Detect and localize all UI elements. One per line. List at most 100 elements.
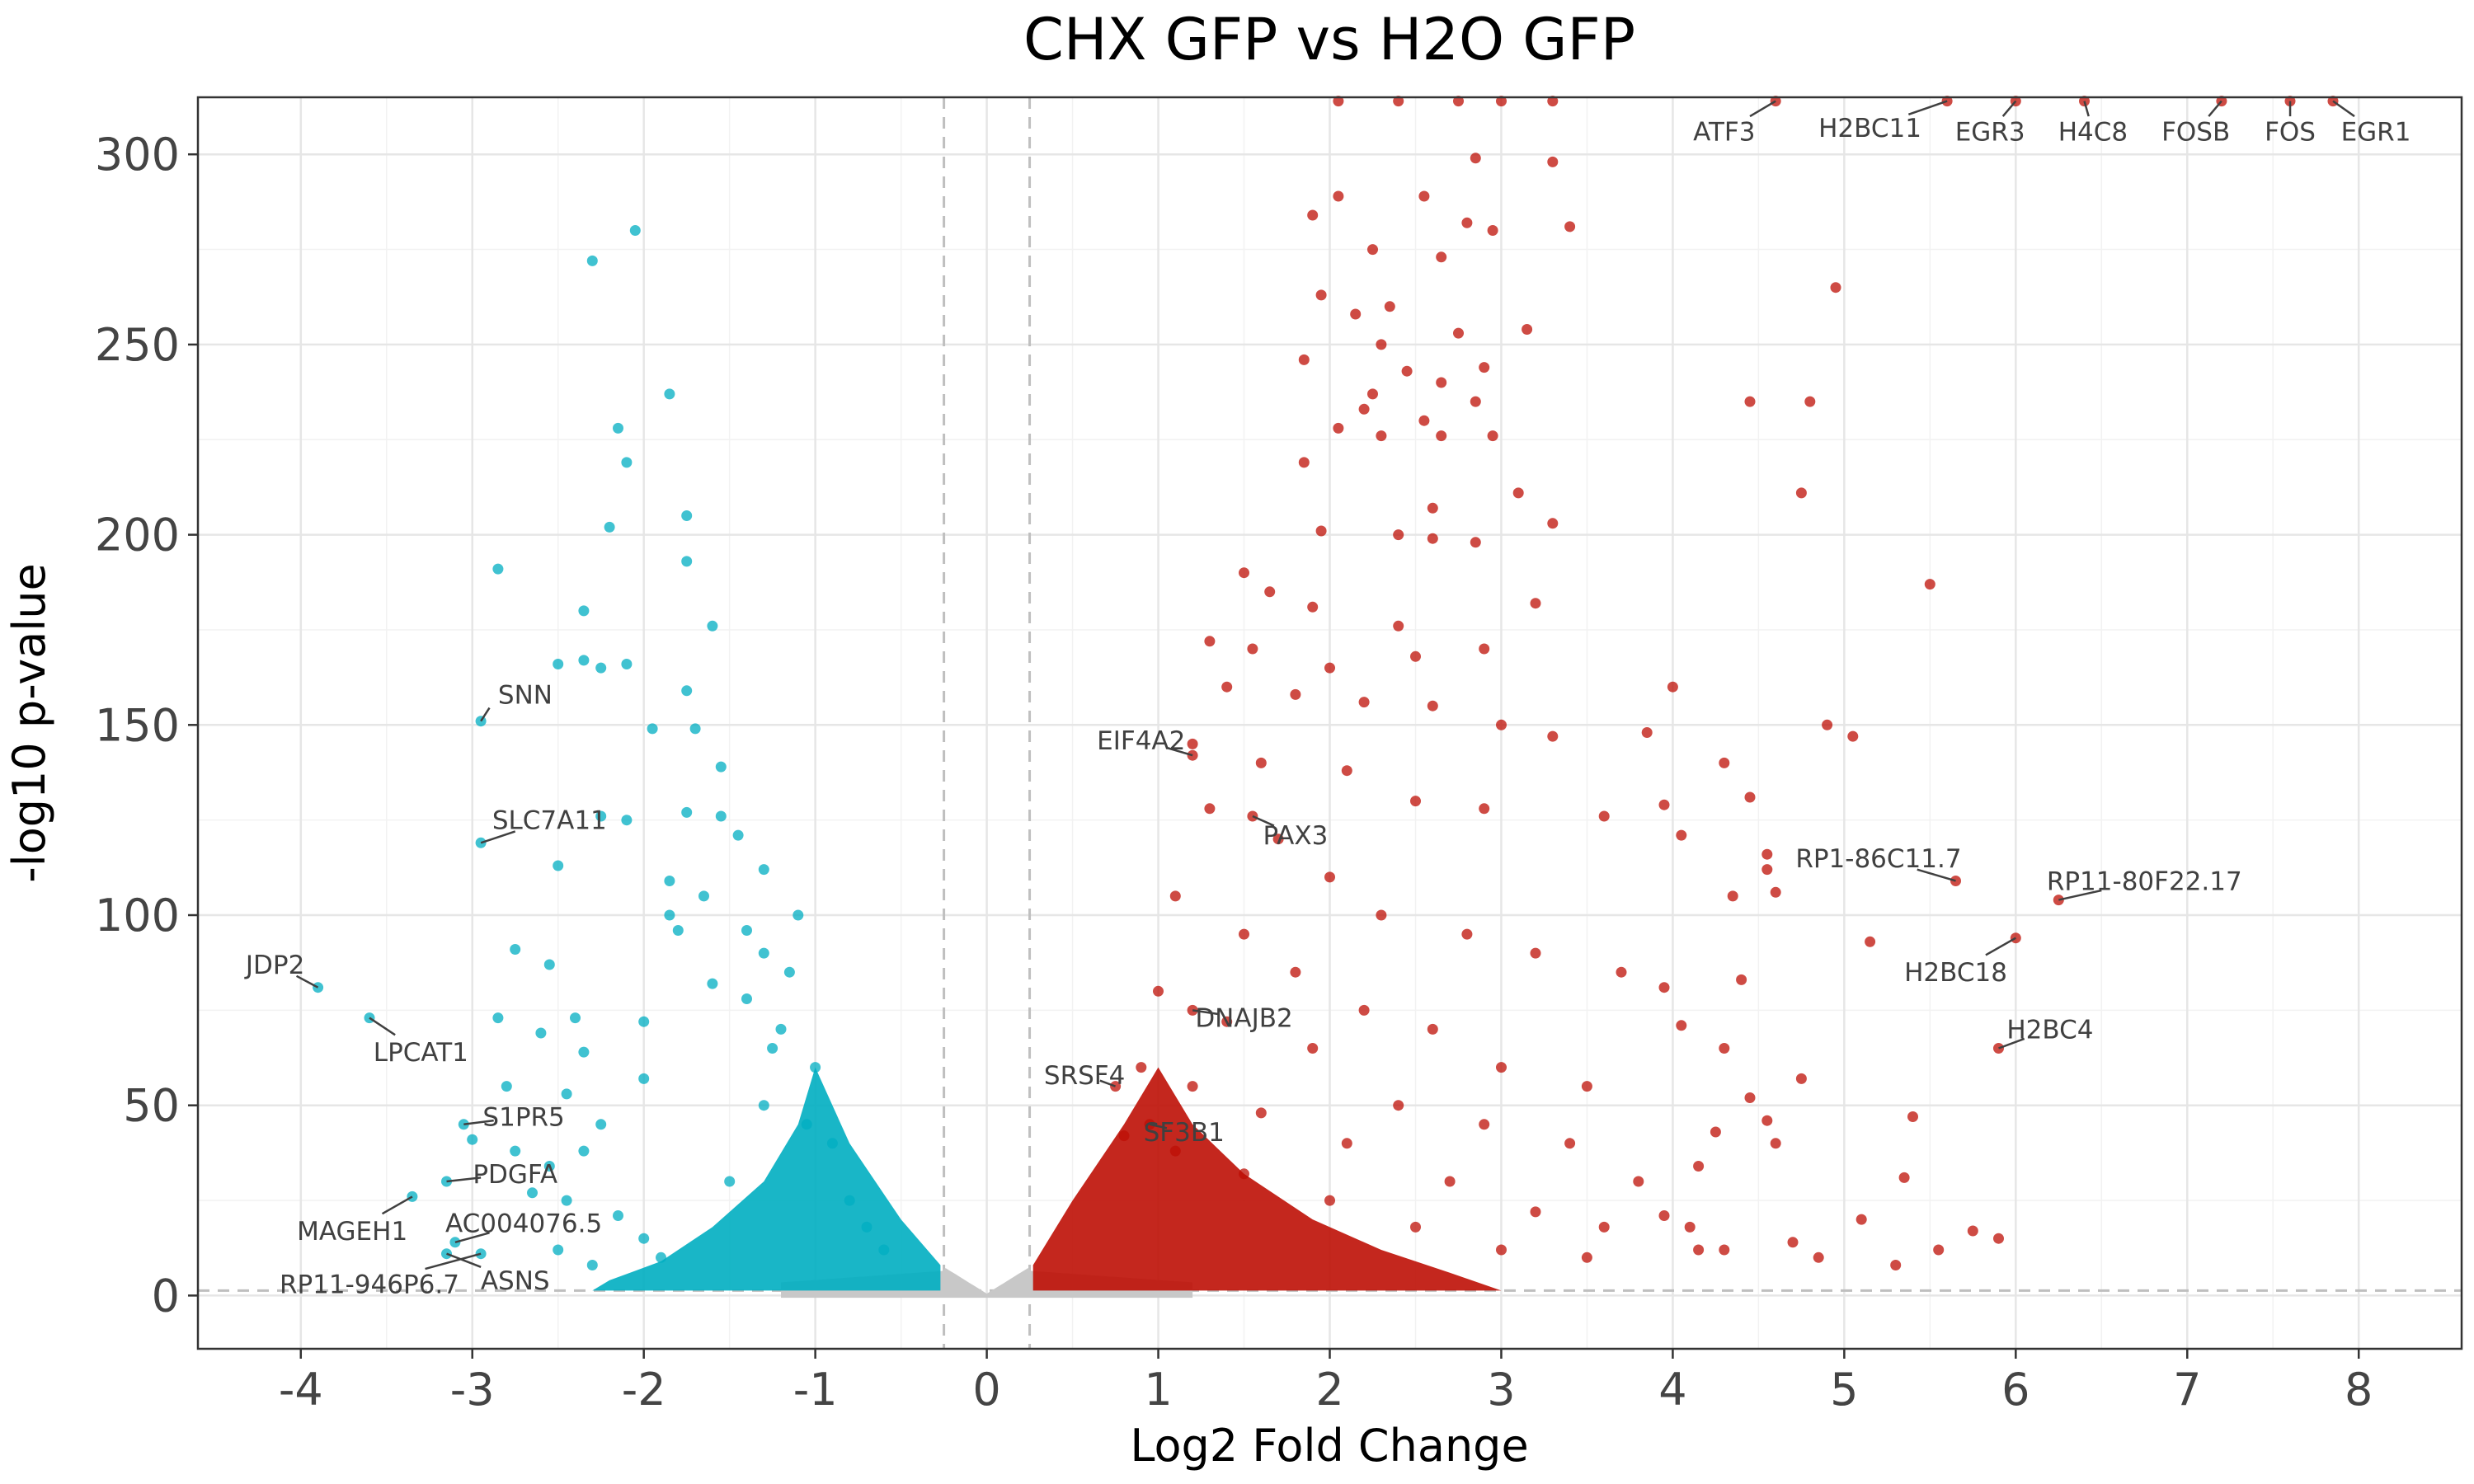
- down-gene-point: [741, 925, 752, 936]
- down-gene-point: [441, 1176, 452, 1187]
- down-gene-point: [578, 1145, 590, 1157]
- down-gene-point: [553, 659, 564, 669]
- down-gene-point: [604, 521, 615, 533]
- down-gene-point: [578, 605, 590, 617]
- down-gene-point: [758, 1100, 769, 1111]
- up-gene-point: [1795, 487, 1807, 499]
- up-gene-point: [1204, 803, 1216, 815]
- label-leader-line: [446, 1252, 482, 1268]
- label-leader-line: [463, 1119, 494, 1126]
- down-gene-point: [767, 1043, 778, 1054]
- down-gene-point: [543, 1161, 555, 1172]
- up-gene-point: [1830, 282, 1841, 294]
- up-gene-point: [1470, 153, 1481, 164]
- up-gene-point: [1530, 947, 1541, 959]
- label-leader-line: [2208, 100, 2222, 117]
- down-gene-point: [492, 563, 504, 575]
- down-gene-point: [313, 982, 324, 993]
- up-gene-point: [1676, 829, 1687, 841]
- x-tick-label: 4: [1658, 1364, 1686, 1416]
- down-gene-point: [810, 1062, 821, 1073]
- down-gene-point: [732, 829, 744, 841]
- up-gene-point: [1865, 936, 1876, 947]
- up-gene-point: [1307, 209, 1319, 221]
- up-gene-point: [1736, 974, 1747, 985]
- up-gene-point: [1770, 1138, 1781, 1149]
- label-leader-line: [425, 1252, 482, 1270]
- y-tick-label: 250: [95, 319, 180, 371]
- gene-label: PDGFA: [473, 1160, 557, 1190]
- label-leader-line: [1917, 868, 1956, 882]
- down-gene-point: [578, 655, 590, 666]
- gene-label: RP11-946P6.7: [280, 1270, 459, 1300]
- y-tick-label: 100: [95, 890, 180, 942]
- gene-label: S1PR5: [482, 1103, 564, 1133]
- up-gene-point: [1401, 365, 1413, 377]
- up-gene-point: [1530, 598, 1541, 609]
- down-gene-point: [629, 225, 641, 236]
- down-gene-point: [681, 806, 693, 818]
- gene-label: RP1-86C11.7: [1795, 844, 1961, 874]
- down-gene-point: [698, 890, 709, 902]
- up-gene-point: [1358, 403, 1370, 415]
- up-gene-point: [1453, 327, 1464, 339]
- down-gene-point: [501, 1081, 512, 1092]
- chart-title: CHX GFP vs H2O GFP: [1023, 6, 1635, 73]
- down-gene-point: [638, 1016, 650, 1027]
- down-gene-point: [647, 723, 658, 735]
- up-gene-point: [1496, 719, 1507, 730]
- up-gene-point: [1547, 518, 1559, 529]
- down-gene-point: [578, 1046, 590, 1058]
- x-axis-title: Log2 Fold Change: [1130, 1420, 1528, 1472]
- up-gene-point: [1676, 1020, 1687, 1031]
- down-gene-point: [535, 1027, 547, 1039]
- down-gene-point: [595, 810, 607, 822]
- up-gene-point: [1333, 96, 1344, 107]
- up-gene-point: [1444, 1176, 1456, 1187]
- gene-label: RP11-80F22.17: [2047, 866, 2242, 896]
- up-gene-point: [1187, 1081, 1198, 1092]
- up-gene-point: [2079, 96, 2090, 107]
- down-gene-point: [492, 1012, 504, 1024]
- down-gene-point: [664, 909, 675, 921]
- up-gene-point: [1564, 221, 1576, 232]
- up-gene-point: [1341, 765, 1352, 777]
- down-gene-point: [475, 837, 487, 848]
- gene-label: SRSF4: [1044, 1061, 1125, 1091]
- up-gene-point: [1496, 1062, 1507, 1073]
- down-gene-point: [595, 1119, 607, 1130]
- up-gene-point: [1410, 650, 1421, 662]
- up-gene-point: [1393, 620, 1404, 632]
- label-leader-line: [2083, 101, 2090, 117]
- up-gene-point: [1247, 643, 1258, 655]
- up-gene-point: [1153, 985, 1164, 997]
- down-gene-point: [861, 1221, 872, 1233]
- y-axis-title: -log10 p-value: [3, 563, 55, 883]
- x-tick-label: 1: [1144, 1364, 1172, 1416]
- down-gene-point: [681, 556, 693, 567]
- up-gene-point: [1479, 643, 1490, 655]
- up-gene-point: [1427, 700, 1438, 711]
- up-gene-point: [1813, 1252, 1824, 1263]
- x-tick-label: -3: [450, 1364, 495, 1416]
- y-tick-label: 200: [95, 510, 180, 561]
- upregulated-points: [1032, 96, 2339, 1291]
- label-leader-line: [1252, 815, 1275, 827]
- down-gene-point: [707, 620, 718, 632]
- label-leader-line: [446, 1176, 482, 1183]
- up-gene-point: [1847, 730, 1859, 742]
- up-gene-point: [1144, 1119, 1155, 1130]
- up-gene-point: [1684, 1221, 1696, 1233]
- gene-label: PAX3: [1263, 821, 1328, 851]
- down-gene-point: [656, 1252, 666, 1263]
- y-tick-label: 0: [152, 1270, 180, 1322]
- up-gene-point: [1744, 396, 1756, 407]
- up-gene-point: [1547, 730, 1559, 742]
- up-gene-point: [1633, 1176, 1644, 1187]
- up-gene-point: [1924, 579, 1935, 590]
- up-gene-point: [1436, 430, 1447, 442]
- up-gene-point: [1221, 681, 1233, 693]
- down-gene-point: [543, 959, 555, 970]
- gene-label: FOS: [2265, 118, 2316, 148]
- down-gene-point: [724, 1176, 736, 1187]
